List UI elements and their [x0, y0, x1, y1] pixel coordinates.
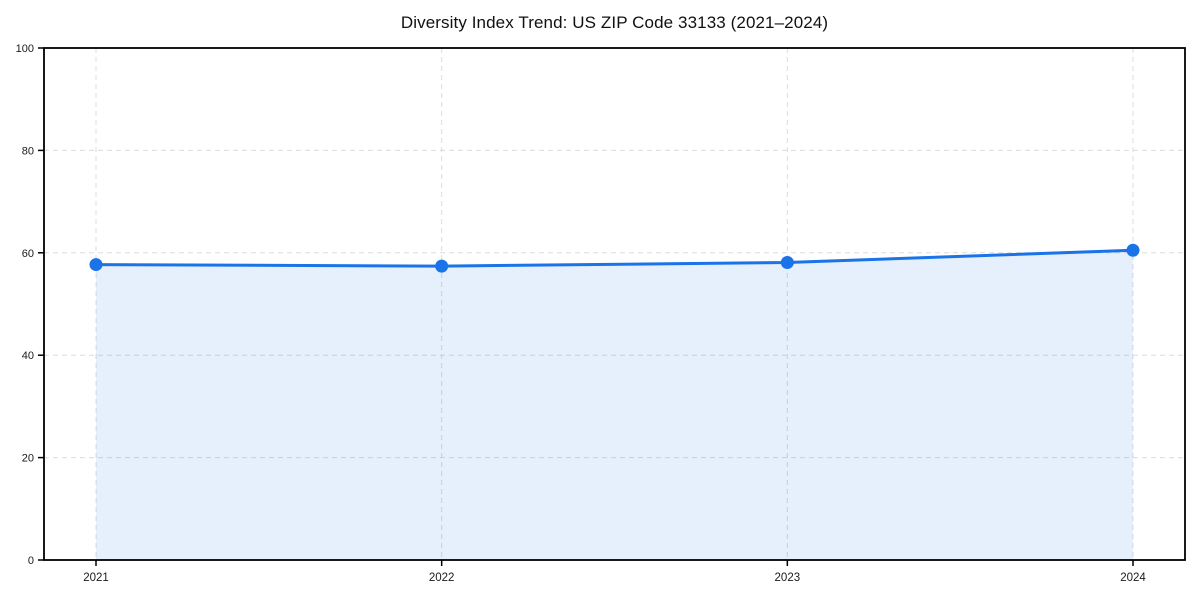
- y-tick-label: 60: [22, 248, 34, 260]
- y-tick-label: 20: [22, 453, 34, 465]
- data-point-2024: [1126, 243, 1140, 257]
- y-tick-label: 100: [16, 43, 34, 55]
- data-point-2021: [89, 258, 103, 272]
- y-tick-label: 40: [22, 350, 34, 362]
- x-tick-label: 2021: [83, 572, 109, 584]
- area-fill: [96, 250, 1133, 561]
- plot-border: [43, 47, 1186, 561]
- data-point-2023: [780, 256, 794, 270]
- x-tick-label: 2024: [1120, 572, 1146, 584]
- y-tick-label: 0: [28, 555, 34, 567]
- y-tick-label: 80: [22, 145, 34, 157]
- chart-title: Diversity Index Trend: US ZIP Code 33133…: [400, 13, 829, 32]
- x-tick-label: 2023: [775, 572, 801, 584]
- trend-line: [94, 248, 1135, 268]
- data-point-2022: [435, 259, 449, 273]
- x-tick-label: 2022: [429, 572, 455, 584]
